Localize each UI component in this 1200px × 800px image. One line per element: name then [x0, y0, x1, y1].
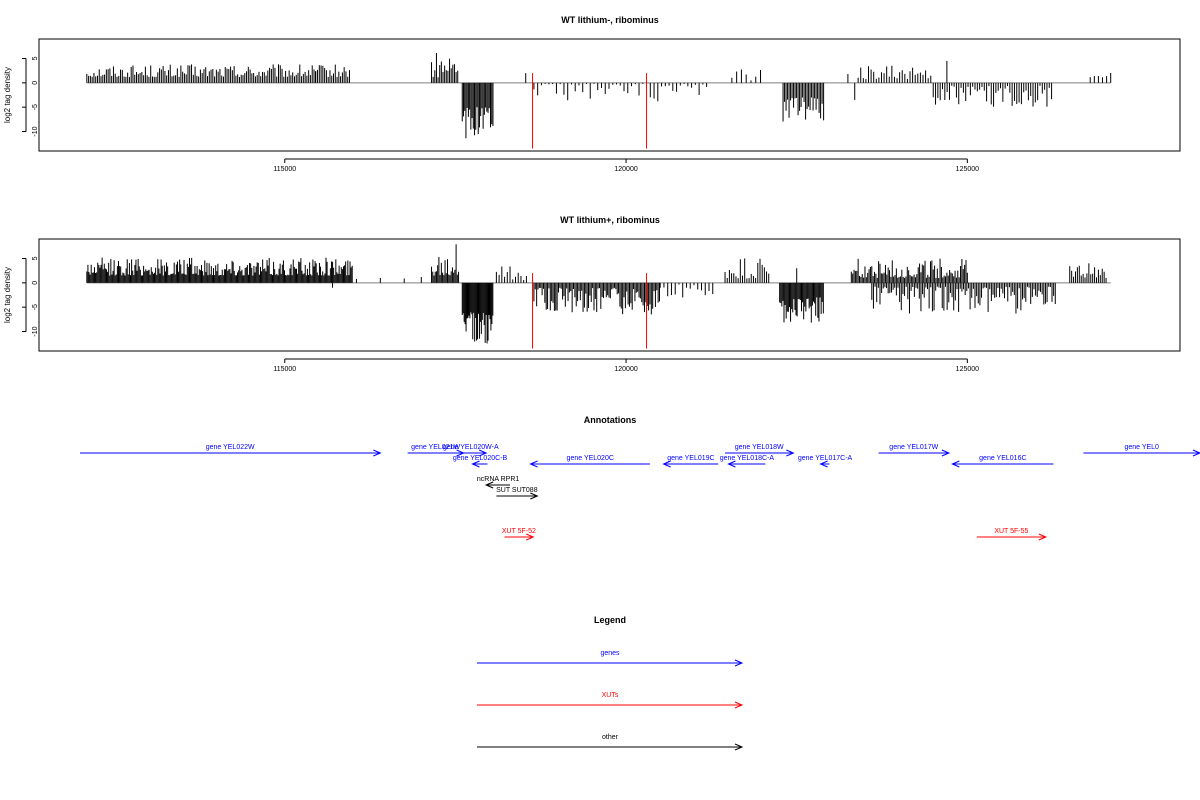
annotation-feature: ncRNA RPR1 — [477, 476, 520, 489]
x-axis: 115000 120000 125000 — [273, 158, 979, 173]
legend-item: XUTs — [477, 692, 744, 709]
feature-arrowhead — [951, 460, 960, 468]
x-axis: 115000 120000 125000 — [273, 358, 979, 373]
y-axis: 5 0 -5 -10 — [22, 256, 39, 337]
y-tick-label: -5 — [32, 104, 39, 110]
annotation-feature: gene YEL016C — [951, 455, 1054, 468]
x-tick-label: 115000 — [273, 166, 296, 173]
feature-label: gene YEL020C — [567, 455, 614, 462]
feature-arrowhead — [1192, 449, 1200, 457]
feature-arrowhead — [941, 449, 951, 457]
annotation-feature: XUT 5F-52 — [502, 528, 536, 541]
feature-label: XUT 5F-55 — [994, 528, 1028, 535]
x-tick-label: 120000 — [614, 366, 637, 373]
legend-arrowhead — [734, 659, 744, 667]
legend-arrowhead — [734, 701, 744, 709]
annotation-feature: gene YEL022W — [80, 444, 382, 457]
annotation-feature: gene YEL017W — [878, 444, 951, 457]
y-axis: 5 0 -5 -10 — [22, 56, 39, 137]
plot-frame — [38, 38, 1181, 152]
y-tick-label: 5 — [32, 256, 39, 260]
panel-title: WT lithium-, ribominus — [561, 15, 659, 25]
legend-label: genes — [600, 650, 620, 657]
annotation-feature: gene YEL020C — [529, 455, 650, 468]
annotation-feature: gene YEL018W — [725, 444, 795, 457]
legend-item: genes — [477, 650, 744, 667]
feature-arrowhead — [530, 492, 539, 500]
feature-arrowhead — [727, 460, 736, 468]
red-markers — [532, 273, 648, 349]
feature-arrowhead — [373, 449, 382, 457]
feature-label: gene YEL020C-B — [453, 455, 508, 462]
feature-label: SUT SUT088 — [496, 487, 538, 494]
legend-label: XUTs — [602, 692, 619, 699]
y-tick-label: -10 — [32, 126, 39, 136]
legend-title: Legend — [594, 615, 626, 625]
feature-arrowhead — [529, 460, 538, 468]
annotation-feature: gene YEL020W-A — [443, 444, 499, 457]
feature-arrowhead — [471, 460, 480, 468]
x-tick-label: 120000 — [614, 166, 637, 173]
feature-arrowhead — [526, 533, 535, 541]
annotation-feature: XUT 5F-55 — [976, 528, 1048, 541]
feature-label: gene YEL021W — [411, 444, 460, 451]
y-tick-label: 0 — [32, 281, 39, 285]
feature-arrowhead — [484, 481, 494, 489]
panel-title: WT lithium+, ribominus — [560, 215, 660, 225]
x-tick-label: 125000 — [956, 166, 979, 173]
signal-bars — [86, 53, 1112, 139]
annotation-feature: gene YEL017C-A — [798, 455, 853, 468]
feature-label: gene YEL017C-A — [798, 455, 853, 462]
feature-label: gene YEL018C-A — [720, 455, 775, 462]
y-tick-label: -5 — [32, 304, 39, 310]
annotation-feature: gene YEL018C-A — [720, 455, 775, 468]
y-axis-label: log2 tag density — [3, 267, 12, 323]
feature-arrowhead — [662, 460, 671, 468]
feature-label: XUT 5F-52 — [502, 528, 536, 535]
x-tick-label: 125000 — [956, 366, 979, 373]
annotations-panel: Annotations gene YEL022W gene YEL021Wgene… — [80, 415, 1200, 541]
feature-arrowhead — [1038, 533, 1048, 541]
annotation-feature: gene YEL0 — [1083, 444, 1200, 457]
signal-bars — [86, 244, 1111, 344]
legend-arrowhead — [734, 743, 744, 751]
legend-items: genes XUTs other — [477, 650, 744, 751]
feature-label: gene YEL0 — [1124, 444, 1159, 451]
feature-label: gene YEL019C — [667, 455, 714, 462]
y-tick-label: 5 — [32, 56, 39, 60]
annotation-feature: gene YEL019C — [662, 455, 719, 468]
y-axis-label: log2 tag density — [3, 67, 12, 123]
plot-frame — [38, 238, 1181, 352]
track-panel-lithium-plus: WT lithium+, ribominus log2 tag density … — [3, 215, 1181, 373]
y-tick-label: 0 — [32, 81, 39, 85]
feature-label: gene YEL016C — [979, 455, 1026, 462]
feature-label: gene YEL017W — [889, 444, 938, 451]
annotations-title: Annotations — [584, 415, 637, 425]
feature-label: gene YEL020W-A — [443, 444, 499, 451]
feature-label: gene YEL022W — [206, 444, 255, 451]
y-tick-label: -10 — [32, 326, 39, 336]
annotation-feature: gene YEL020C-B — [453, 455, 508, 468]
red-markers — [532, 73, 648, 149]
feature-arrowhead — [819, 460, 828, 468]
feature-label: gene YEL018W — [735, 444, 784, 451]
feature-label: ncRNA RPR1 — [477, 476, 520, 483]
x-tick-label: 115000 — [273, 366, 296, 373]
legend-item: other — [477, 734, 744, 751]
track-panel-lithium-minus: WT lithium-, ribominus log2 tag density … — [3, 15, 1181, 173]
legend-panel: Legend genes XUTs other — [477, 615, 744, 751]
feature-arrowhead — [786, 449, 795, 457]
feature-arrowhead — [478, 449, 488, 457]
legend-label: other — [602, 734, 619, 741]
annotation-feature: SUT SUT088 — [496, 487, 539, 500]
